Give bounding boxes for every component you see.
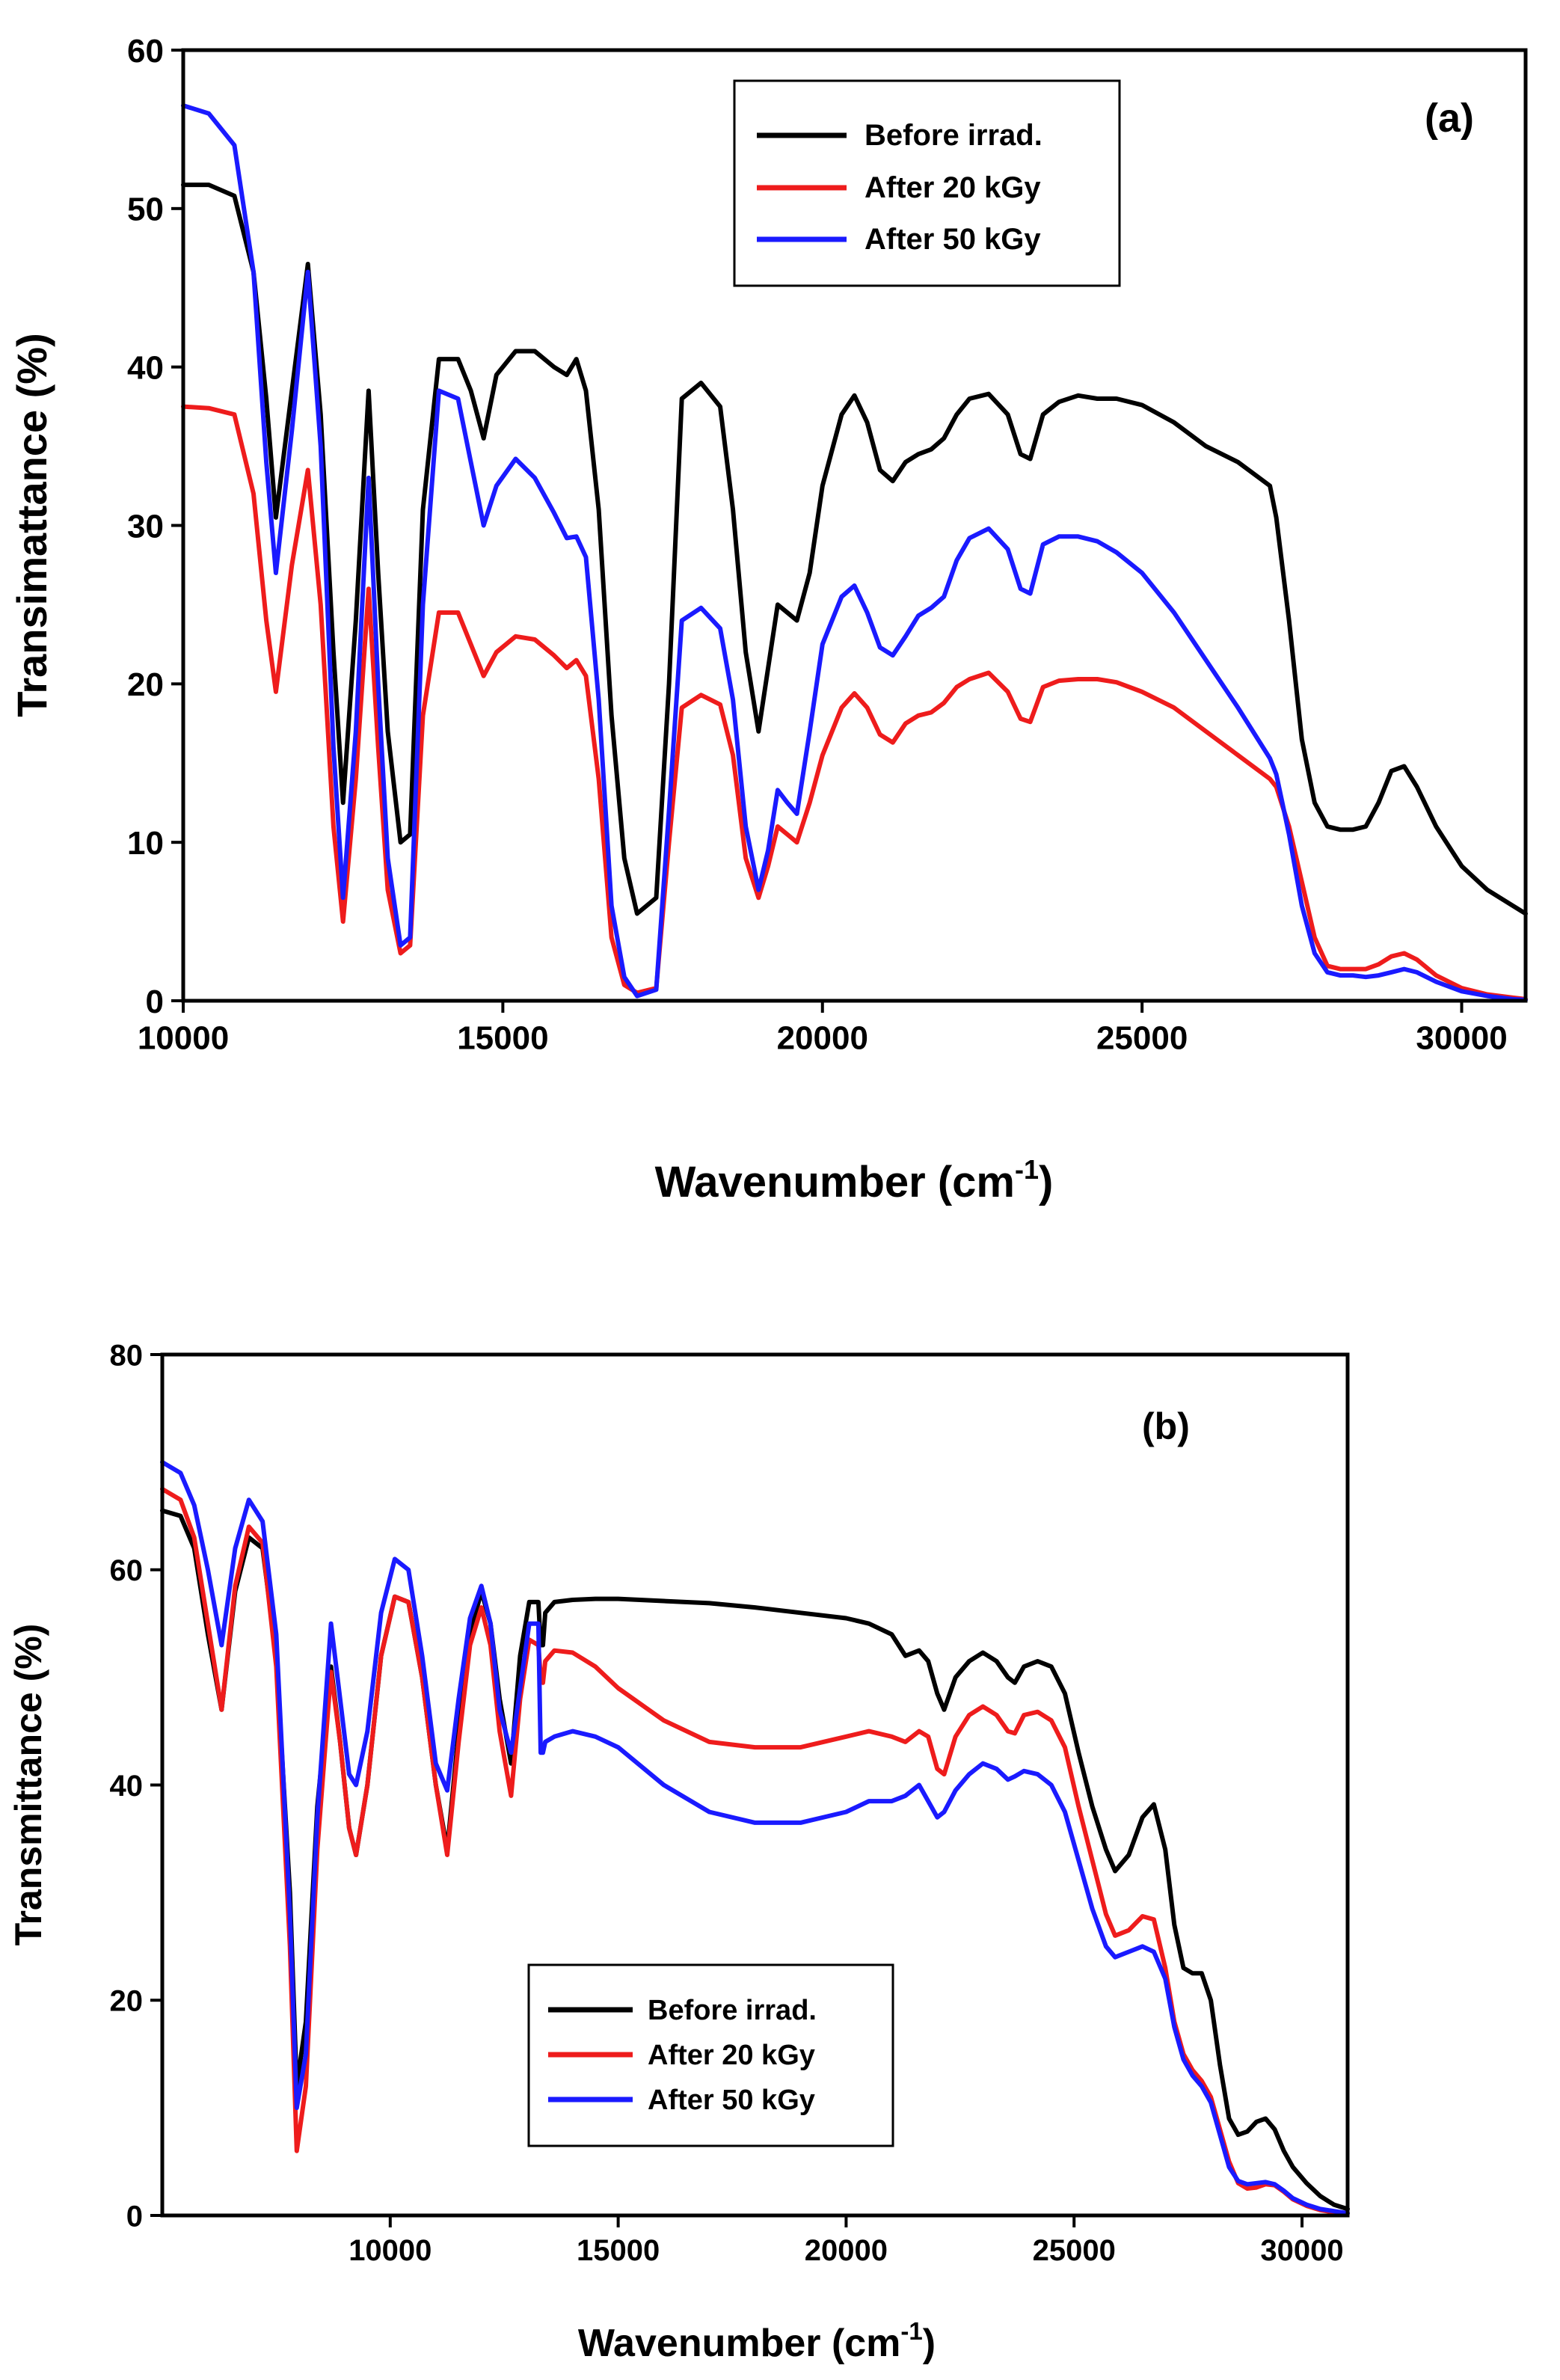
panel-a-legend-box (733, 79, 1121, 287)
panel-b-x-tick-label-25000: 25000 (1033, 2234, 1116, 2267)
panel-b-y-tick-label-60: 60 (110, 1554, 144, 1587)
panel-a-y-tick-label-30: 30 (127, 508, 164, 545)
panel-a-legend-label-before: Before irrad. (865, 119, 1042, 152)
panel-b-x-tick-label-15000: 15000 (577, 2234, 660, 2267)
panel-a-x-tick-label-25000: 25000 (1096, 1019, 1188, 1056)
panel-b-chart: 10000 15000 20000 25000 30000 0 20 40 60 80 Befor… (7, 1339, 1350, 2365)
panel-a-y-tick-label-40: 40 (127, 350, 164, 387)
panel-a-series-group (181, 103, 1528, 1002)
panel-a-y-tick-label-0: 0 (146, 984, 164, 1020)
panel-a-x-axis-label: Wavenumber (cm-1) (655, 1154, 1054, 1206)
panel-b-series-after50-line (160, 1459, 1350, 2216)
panel-a-y-tick-label-10: 10 (127, 825, 164, 862)
panel-a-x-axis-label-sup: -1 (1015, 1154, 1039, 1185)
panel-a-label: (a) (1425, 96, 1474, 141)
panel-b-legend-label-before: Before irrad. (648, 1995, 817, 2026)
panel-b-legend-label-after50: After 50 kGy (648, 2085, 815, 2116)
panel-a-series-before-line (181, 183, 1528, 916)
panel-b-x-tick-label-30000: 30000 (1260, 2234, 1343, 2267)
panel-b-y-tick-label-80: 80 (110, 1339, 144, 1372)
panel-b-x-tick-label-20000: 20000 (805, 2234, 888, 2267)
panel-a-y-tick-label-60: 60 (127, 33, 164, 70)
panel-b-y-tick-label-0: 0 (126, 2200, 143, 2233)
panel-a-y-axis-label: Transimattance (%) (8, 333, 55, 717)
panel-a-series-after50-line (181, 103, 1528, 1002)
panel-a-legend-label-after20: After 20 kGy (865, 171, 1041, 204)
panel-b-ticks: 10000 15000 20000 25000 30000 0 20 40 60 80 (110, 1339, 1344, 2267)
panel-a-series-after20-line (181, 404, 1528, 1002)
panel-b-y-tick-label-40: 40 (110, 1770, 144, 1803)
panel-a-x-axis-label-main: Wavenumber (cm (655, 1158, 1015, 1206)
panel-b-label: (b) (1142, 1405, 1190, 1447)
panel-b-x-axis-label: Wavenumber (cm-1) (578, 2317, 936, 2365)
panel-a-ticks: 10000 15000 20000 25000 30000 0 10 20 30 40 50 60 (127, 33, 1508, 1057)
panel-b-series-after20-line (160, 1486, 1350, 2216)
panel-b-legend-box (527, 1963, 894, 2147)
panel-a-legend: Before irrad. After 20 kGy After 50 kGy (733, 79, 1121, 287)
panel-a-x-axis-label-close: ) (1039, 1158, 1053, 1206)
panel-a-y-tick-label-20: 20 (127, 666, 164, 703)
panel-b-x-tick-label-10000: 10000 (348, 2234, 432, 2267)
panel-a-legend-label-after50: After 50 kGy (865, 223, 1041, 256)
panel-b-y-tick-label-20: 20 (110, 1985, 144, 2018)
panel-b-legend: Before irrad. After 20 kGy After 50 kGy (527, 1963, 894, 2147)
panel-a-chart: 10000 15000 20000 25000 30000 0 10 20 30 40 50 60 B… (8, 33, 1528, 1206)
panel-a-x-tick-label-20000: 20000 (777, 1019, 868, 1056)
panel-a-x-tick-label-10000: 10000 (138, 1019, 229, 1056)
panel-b-x-axis-label-main: Wavenumber (cm (578, 2322, 901, 2365)
panel-b-x-axis-label-sup: -1 (900, 2317, 922, 2345)
panel-b-x-axis-label-close: ) (923, 2322, 936, 2365)
panel-a-x-tick-label-15000: 15000 (457, 1019, 548, 1056)
panel-b-series-group (160, 1459, 1350, 2216)
panel-b-y-axis-label: Transmittance (%) (7, 1624, 49, 1946)
panel-a-x-tick-label-30000: 30000 (1416, 1019, 1507, 1056)
panel-a-y-tick-label-50: 50 (127, 191, 164, 228)
panel-b-legend-label-after20: After 20 kGy (648, 2040, 815, 2071)
